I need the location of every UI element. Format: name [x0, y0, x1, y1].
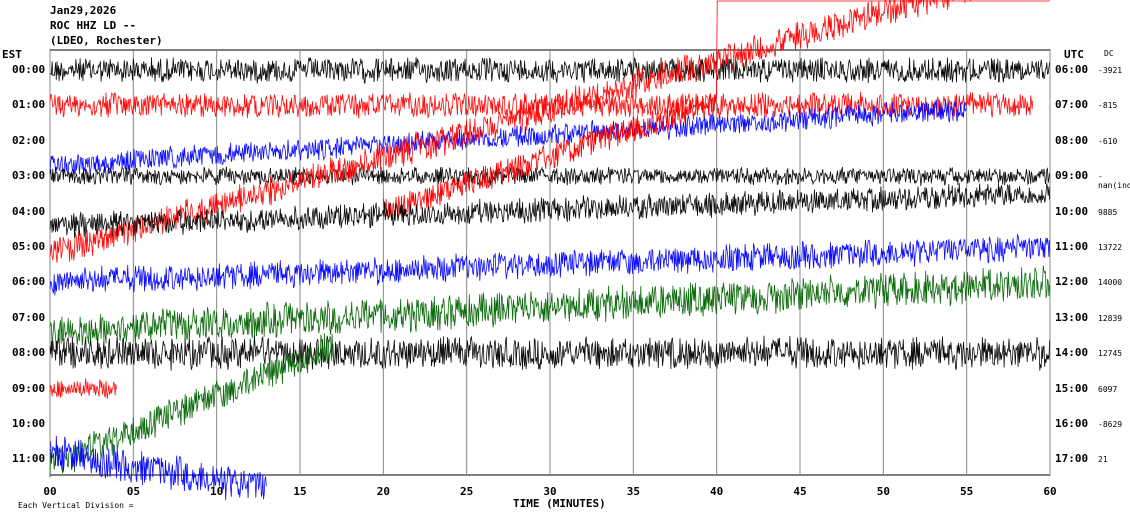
- dc-offset-label: 6097: [1098, 384, 1118, 394]
- trace-0900: [49, 378, 117, 399]
- est-label: 05:00: [12, 240, 46, 253]
- utc-label: 16:00: [1055, 417, 1089, 430]
- utc-label: 09:00: [1055, 169, 1089, 183]
- dc-offset-label: -3921: [1098, 66, 1123, 75]
- x-tick-label: 45: [793, 485, 807, 498]
- est-label: 02:00: [12, 133, 46, 147]
- est-axis-title: EST: [2, 48, 22, 61]
- dc-offset-label: 14000: [1098, 278, 1123, 288]
- trace-0300: [49, 166, 1050, 187]
- utc-label: 15:00: [1055, 381, 1089, 395]
- x-tick-label: 40: [710, 485, 724, 498]
- trace-0500: [49, 233, 1050, 296]
- est-label: 09:00: [12, 381, 46, 395]
- x-tick-label: 05: [126, 485, 140, 498]
- vertical-division-note: Each Vertical Division =: [18, 501, 134, 510]
- trace-0000: [49, 56, 1050, 84]
- x-tick-label: 60: [1043, 485, 1057, 498]
- dc-offset-label: -nan(ind: [1098, 172, 1130, 191]
- est-label: 04:00: [12, 204, 46, 218]
- x-tick-label: 00: [43, 485, 57, 498]
- trace-0700: [49, 265, 1050, 347]
- est-label: 08:00: [12, 346, 46, 360]
- dc-offset-label: 12839: [1098, 313, 1123, 323]
- dc-offset-label: 21: [1098, 455, 1108, 465]
- est-label: 03:00: [12, 169, 46, 183]
- x-tick-label: 30: [543, 485, 557, 498]
- trace-0800: [49, 335, 1050, 371]
- utc-label: 11:00: [1055, 240, 1089, 253]
- trace-1100: [49, 435, 267, 501]
- x-tick-label: 50: [876, 485, 890, 498]
- utc-label: 07:00: [1055, 98, 1089, 112]
- trace-0400: [49, 0, 971, 263]
- est-label: 00:00: [12, 63, 46, 76]
- x-axis-title: TIME (MINUTES): [513, 497, 606, 510]
- utc-label: 10:00: [1055, 204, 1089, 218]
- dc-offset-label: -610: [1098, 136, 1118, 146]
- trace-0600: [49, 183, 1050, 239]
- x-tick-label: 20: [376, 485, 390, 498]
- est-label: 10:00: [12, 417, 46, 430]
- utc-label: 17:00: [1055, 452, 1089, 466]
- utc-label: 08:00: [1055, 133, 1089, 147]
- utc-axis-title: UTC: [1064, 48, 1084, 61]
- utc-label: 06:00: [1055, 63, 1089, 76]
- x-tick-label: 15: [293, 485, 307, 498]
- date-text: Jan29,2026: [50, 4, 117, 17]
- dc-column-title: DC: [1104, 49, 1114, 58]
- x-tick-label: 25: [460, 485, 474, 498]
- utc-label: 12:00: [1055, 275, 1089, 289]
- utc-label: 14:00: [1055, 346, 1089, 360]
- dc-offset-label: -8629: [1098, 420, 1123, 429]
- est-label: 07:00: [12, 310, 46, 324]
- est-label: 06:00: [12, 275, 46, 289]
- trace-overflow: [382, 0, 1050, 220]
- x-tick-label: 35: [626, 485, 640, 498]
- utc-label: 13:00: [1055, 310, 1089, 324]
- x-tick-label: 55: [960, 485, 974, 498]
- dc-offset-label: -815: [1098, 101, 1118, 111]
- x-tick-label: 10: [210, 485, 224, 498]
- trace-0200: [49, 99, 967, 176]
- dc-offset-label: 12745: [1098, 349, 1123, 359]
- dc-offset-label: 9885: [1098, 207, 1118, 217]
- dc-offset-label: 13722: [1098, 243, 1123, 252]
- network-text: (LDEO, Rochester): [50, 34, 163, 47]
- trace-1000: [49, 333, 334, 478]
- est-label: 11:00: [12, 452, 46, 466]
- est-label: 01:00: [12, 98, 46, 112]
- trace-0100: [49, 91, 1034, 120]
- station-text: ROC HHZ LD --: [50, 19, 137, 32]
